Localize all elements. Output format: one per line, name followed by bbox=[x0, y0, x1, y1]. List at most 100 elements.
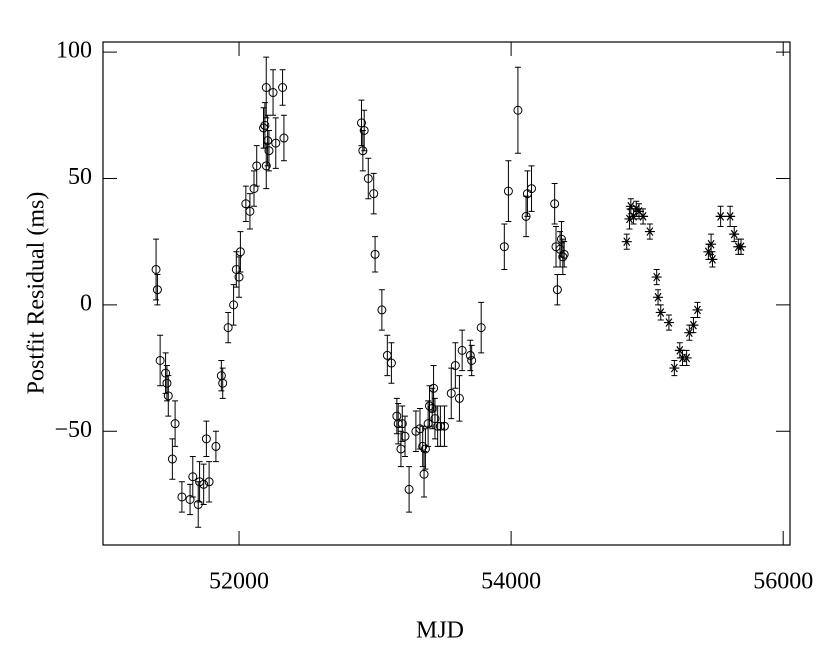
error-bar bbox=[279, 69, 286, 106]
point bbox=[663, 318, 674, 327]
point bbox=[513, 105, 523, 115]
error-bar bbox=[237, 231, 244, 273]
point bbox=[669, 363, 680, 373]
error-bar bbox=[225, 311, 232, 344]
error-bar bbox=[561, 241, 568, 268]
error-bar bbox=[361, 109, 368, 152]
point bbox=[465, 350, 475, 360]
error-bar bbox=[218, 359, 225, 392]
point bbox=[706, 239, 717, 249]
error-bar bbox=[456, 375, 463, 422]
point bbox=[218, 378, 228, 388]
error-bar bbox=[421, 450, 428, 498]
error-bar bbox=[372, 236, 379, 273]
error-bar bbox=[246, 193, 253, 230]
point bbox=[279, 133, 289, 143]
error-bar bbox=[430, 365, 437, 412]
point bbox=[229, 300, 239, 310]
point bbox=[264, 146, 274, 156]
error-bar bbox=[270, 69, 277, 116]
error-bar bbox=[165, 375, 172, 417]
error-bar bbox=[554, 274, 561, 306]
point bbox=[621, 237, 632, 247]
y-tick-label: 0 bbox=[80, 290, 92, 316]
point bbox=[729, 229, 740, 239]
point bbox=[439, 421, 449, 431]
error-bar bbox=[187, 483, 194, 516]
point bbox=[715, 212, 726, 221]
point bbox=[527, 184, 537, 194]
point bbox=[725, 212, 736, 221]
point bbox=[223, 323, 233, 333]
error-bar bbox=[178, 481, 185, 513]
point bbox=[467, 355, 477, 365]
point bbox=[397, 419, 407, 429]
point bbox=[457, 345, 467, 355]
point bbox=[263, 136, 273, 146]
point bbox=[433, 421, 443, 431]
point bbox=[163, 391, 173, 401]
error-bar bbox=[206, 461, 213, 503]
point bbox=[234, 272, 244, 282]
point bbox=[651, 272, 662, 282]
point bbox=[559, 249, 569, 259]
error-bar bbox=[230, 284, 237, 326]
error-bar bbox=[378, 289, 385, 331]
error-bar bbox=[264, 114, 271, 167]
error-bar bbox=[272, 117, 279, 169]
error-bar bbox=[200, 463, 207, 506]
error-bar bbox=[358, 99, 365, 147]
point bbox=[655, 308, 666, 317]
point bbox=[151, 264, 161, 274]
point bbox=[185, 495, 195, 505]
point bbox=[235, 247, 245, 257]
point bbox=[369, 189, 379, 199]
point bbox=[252, 161, 262, 171]
point bbox=[377, 305, 387, 315]
error-bar bbox=[422, 428, 429, 470]
point bbox=[638, 212, 649, 221]
point bbox=[429, 383, 439, 393]
point bbox=[204, 477, 214, 487]
point bbox=[211, 441, 221, 451]
point bbox=[152, 285, 162, 295]
point bbox=[261, 82, 271, 92]
point bbox=[271, 138, 281, 148]
error-bar bbox=[189, 456, 196, 498]
point bbox=[386, 358, 396, 368]
error-bar bbox=[399, 405, 406, 442]
point bbox=[201, 434, 211, 444]
error-bar bbox=[559, 238, 566, 276]
point bbox=[278, 82, 288, 92]
error-bar bbox=[212, 430, 219, 463]
error-bar bbox=[203, 420, 210, 458]
point bbox=[370, 249, 380, 259]
x-axis-label: MJD bbox=[416, 618, 464, 644]
error-bar bbox=[265, 129, 272, 172]
error-bar bbox=[431, 397, 438, 440]
point bbox=[688, 320, 699, 330]
point bbox=[363, 173, 373, 183]
error-bar bbox=[242, 185, 249, 222]
point bbox=[427, 404, 437, 414]
error-bar bbox=[441, 405, 448, 447]
x-tick-label: 54000 bbox=[481, 569, 541, 595]
error-bar bbox=[163, 365, 170, 402]
error-bar bbox=[370, 172, 377, 215]
error-bar bbox=[402, 415, 409, 458]
y-tick-label: 50 bbox=[68, 164, 92, 190]
point bbox=[644, 227, 655, 236]
point bbox=[450, 361, 460, 371]
point bbox=[419, 469, 429, 479]
error-bar bbox=[467, 339, 474, 372]
error-bar bbox=[501, 223, 508, 270]
error-bar bbox=[261, 102, 268, 149]
y-tick-label: 100 bbox=[56, 38, 92, 64]
error-bar bbox=[172, 400, 179, 447]
point bbox=[162, 378, 172, 388]
point bbox=[681, 353, 692, 363]
point bbox=[420, 444, 430, 454]
point bbox=[653, 292, 664, 302]
point bbox=[260, 120, 270, 130]
point bbox=[454, 393, 464, 403]
